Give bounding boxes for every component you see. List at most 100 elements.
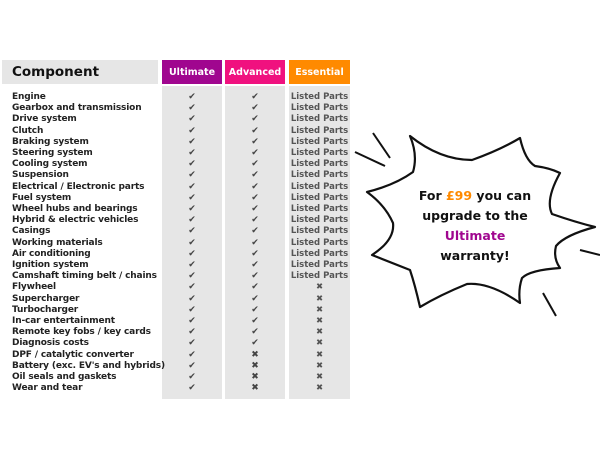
component-name: Gearbox and transmission (12, 103, 142, 114)
promo-text: upgrade to the (422, 208, 528, 223)
component-name: Flywheel (12, 282, 56, 293)
check-icon: ✔ (188, 372, 196, 382)
table-row: Diagnosis costs ✔ ✔ ✖ (0, 338, 360, 349)
component-name: Engine (12, 92, 46, 102)
component-name: Air conditioning (12, 248, 91, 259)
table-row: Wheel hubs and bearings ✔ ✔ Listed Parts (0, 204, 360, 215)
table-row: Wear and tear ✔ ✖ ✖ (0, 383, 360, 394)
check-icon: ✔ (251, 271, 259, 282)
burst-accent-line (579, 249, 600, 256)
table-row: Gearbox and transmission ✔ ✔ Listed Parts (0, 103, 360, 114)
table-row: Braking system ✔ ✔ Listed Parts (0, 137, 360, 148)
cross-icon: ✖ (251, 372, 259, 382)
table-row: Electrical / Electronic parts ✔ ✔ Listed Pa… (0, 182, 360, 193)
check-icon: ✔ (251, 215, 259, 226)
table-row: DPF / catalytic converter ✔ ✖ ✖ (0, 350, 360, 361)
cross-icon: ✖ (315, 282, 324, 293)
listed-parts-cell: Listed Parts (290, 204, 349, 214)
table-row: Hybrid & electric vehicles ✔ ✔ Listed Parts (0, 215, 360, 226)
listed-parts-cell: Listed Parts (290, 170, 349, 181)
component-name: Fuel system (12, 192, 72, 203)
promo-text: For (418, 188, 446, 203)
check-icon: ✔ (251, 237, 259, 248)
promo-text: you can (472, 188, 532, 203)
essential-column-body (289, 86, 350, 399)
table-row: Drive system ✔ ✔ Listed Parts (0, 114, 360, 125)
component-name: Hybrid & electric vehicles (12, 215, 139, 226)
table-row: Suspension ✔ ✔ Listed Parts (0, 170, 360, 181)
component-name: Turbocharger (12, 304, 79, 315)
check-icon: ✔ (251, 136, 259, 147)
component-column-header: Component (2, 60, 158, 84)
component-name: Braking system (12, 136, 89, 147)
cross-icon: ✖ (315, 293, 324, 304)
table-row: Engine ✔ ✔ Listed Parts (0, 92, 360, 103)
essential-column-header: Essential (289, 60, 350, 84)
promo-price: £99 (445, 188, 473, 203)
component-name: Oil seals and gaskets (12, 372, 117, 382)
listed-parts-cell: Listed Parts (290, 148, 349, 158)
check-icon: ✔ (188, 360, 196, 371)
listed-parts-cell: Listed Parts (290, 226, 349, 237)
check-icon: ✔ (251, 92, 259, 102)
table-row: Remote key fobs / key cards ✔ ✔ ✖ (0, 327, 360, 338)
check-icon: ✔ (188, 192, 196, 203)
check-icon: ✔ (188, 383, 196, 394)
promo-text: warranty! (440, 248, 510, 263)
starburst-shape (365, 134, 597, 309)
upgrade-promo-text: For £99 you can upgrade to the Ultimate … (395, 186, 555, 266)
component-name: Electrical / Electronic parts (12, 181, 145, 192)
cross-icon: ✖ (251, 360, 259, 371)
table-row: Working materials ✔ ✔ Listed Parts (0, 238, 360, 249)
cross-icon: ✖ (315, 372, 324, 382)
component-name: Suspension (12, 170, 69, 181)
cross-icon: ✖ (315, 327, 324, 338)
check-icon: ✔ (188, 327, 196, 338)
check-icon: ✔ (251, 316, 259, 326)
check-icon: ✔ (188, 181, 196, 192)
check-icon: ✔ (188, 271, 196, 282)
cross-icon: ✖ (315, 316, 324, 326)
check-icon: ✔ (188, 103, 196, 114)
component-name: DPF / catalytic converter (12, 349, 134, 360)
check-icon: ✔ (251, 304, 259, 315)
listed-parts-cell: Listed Parts (290, 215, 349, 226)
table-row: Steering system ✔ ✔ Listed Parts (0, 148, 360, 159)
listed-parts-cell: Listed Parts (290, 125, 349, 136)
component-name: Diagnosis costs (12, 338, 89, 349)
check-icon: ✔ (251, 293, 259, 304)
component-name: Cooling system (12, 159, 88, 170)
listed-parts-cell: Listed Parts (290, 192, 349, 203)
check-icon: ✔ (251, 114, 259, 125)
table-row: Camshaft timing belt / chains ✔ ✔ Listed Pa… (0, 271, 360, 282)
check-icon: ✔ (188, 349, 196, 360)
burst-accent-line (372, 132, 391, 159)
check-icon: ✔ (251, 226, 259, 237)
check-icon: ✔ (188, 170, 196, 181)
advanced-column-body (225, 86, 285, 399)
component-name: Casings (12, 226, 51, 237)
table-row: Air conditioning ✔ ✔ Listed Parts (0, 249, 360, 260)
listed-parts-cell: Listed Parts (290, 92, 349, 102)
table-row: Ignition system ✔ ✔ Listed Parts (0, 260, 360, 271)
table-row: In-car entertainment ✔ ✔ ✖ (0, 316, 360, 327)
cross-icon: ✖ (315, 304, 324, 315)
advanced-column-header: Advanced (225, 60, 285, 84)
check-icon: ✔ (251, 181, 259, 192)
check-icon: ✔ (251, 327, 259, 338)
listed-parts-cell: Listed Parts (290, 260, 349, 270)
component-name: Wear and tear (12, 383, 83, 394)
check-icon: ✔ (188, 237, 196, 248)
check-icon: ✔ (188, 260, 196, 270)
check-icon: ✔ (188, 159, 196, 170)
check-icon: ✔ (188, 148, 196, 158)
component-name: Steering system (12, 148, 93, 158)
promo-ultimate: Ultimate (444, 228, 506, 243)
check-icon: ✔ (188, 338, 196, 349)
listed-parts-cell: Listed Parts (290, 114, 349, 125)
component-name: Camshaft timing belt / chains (12, 271, 157, 282)
listed-parts-cell: Listed Parts (290, 271, 349, 282)
cross-icon: ✖ (251, 383, 259, 394)
check-icon: ✔ (188, 125, 196, 136)
table-row: Cooling system ✔ ✔ Listed Parts (0, 159, 360, 170)
